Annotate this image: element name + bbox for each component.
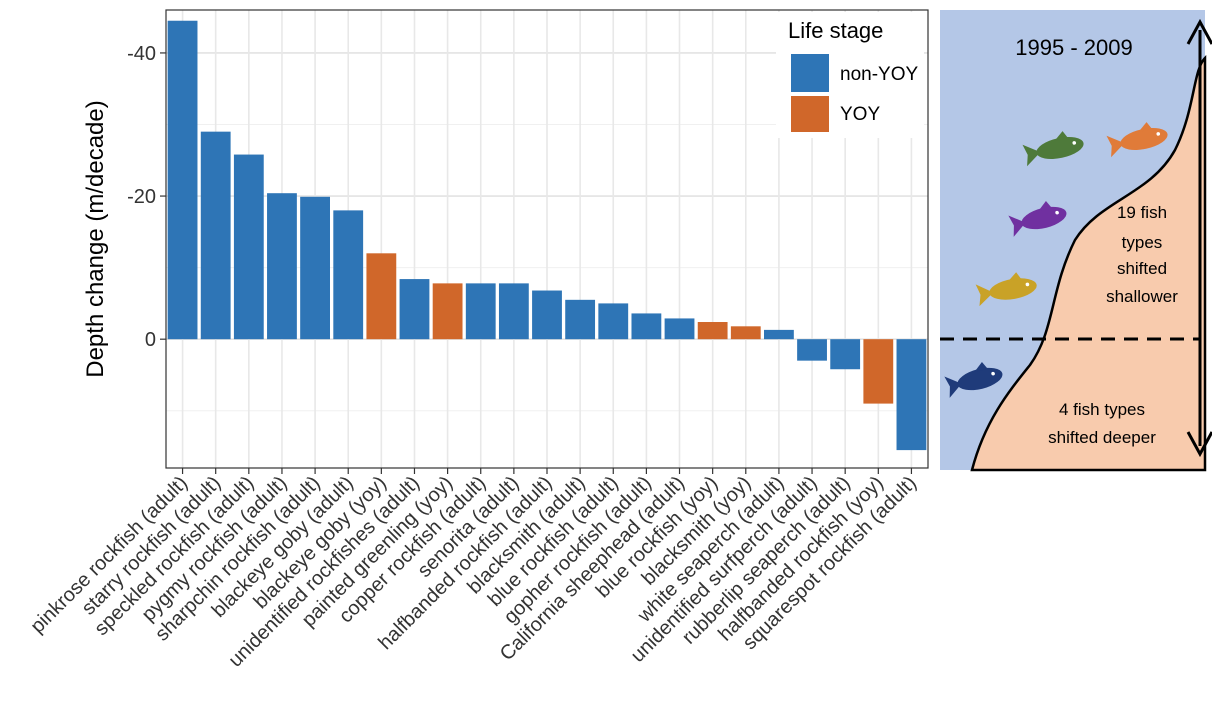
y-axis-title: Depth change (m/decade) [82,100,109,378]
x-axis: pinkrose rockfish (adult)starry rockfish… [26,468,921,671]
fish-green-icon [1022,131,1084,167]
bar-12 [532,290,562,340]
bar-13 [565,299,596,340]
arrow-head-down [1186,431,1212,458]
bars [167,20,927,451]
fish-purple-icon [1008,201,1067,237]
y-tick-label: 0 [145,329,156,351]
legend-title: Life stage [788,18,883,43]
bar-10 [465,283,496,340]
bar-8 [399,279,430,340]
shallower-text-line-4: shallower [1106,287,1178,306]
bar-14 [598,303,629,340]
depth-shift-inset: 1995 - 2009 19 fish types shifted shallo… [940,10,1212,472]
bar-15 [631,313,662,340]
shallower-text-line-2: types [1122,233,1163,252]
fish-gold-icon [975,272,1037,307]
bar-21 [830,339,861,370]
bar-19 [764,329,794,340]
inset-seafloor [970,54,1207,472]
bar-9 [432,283,463,340]
bar-18 [730,326,761,340]
inset-period-label: 1995 - 2009 [1015,35,1132,60]
legend: Life stage non-YOY YOY [776,12,924,138]
bar-2 [200,131,231,340]
bar-23 [896,339,927,451]
legend-label-yoy: YOY [840,104,880,125]
bar-11 [498,283,529,340]
bar-16 [664,318,695,340]
bar-6 [333,210,364,340]
bar-4 [267,193,297,340]
bar-17 [697,322,728,340]
fish-navy-icon [944,362,1003,398]
shallower-text-line-3: shifted [1117,259,1167,278]
bar-5 [300,196,330,340]
bar-1 [167,20,198,340]
deeper-text-line-2: shifted deeper [1048,428,1156,447]
bar-20 [797,339,827,361]
y-tick-label: -20 [127,186,156,208]
fish-orange-icon [1106,122,1168,158]
legend-key-yoy [791,96,829,132]
bar-22 [863,339,894,404]
legend-key-non-yoy [791,54,829,92]
deeper-text-line-1: 4 fish types [1059,400,1145,419]
bar-7 [366,253,397,340]
y-axis: -40 -20 0 [127,43,166,351]
bar-3 [233,154,264,340]
shallower-text-line-1: 19 fish [1117,203,1167,222]
y-tick-label: -40 [127,43,156,65]
arrow-head-up [1186,18,1212,45]
legend-label-non-yoy: non-YOY [840,64,918,85]
